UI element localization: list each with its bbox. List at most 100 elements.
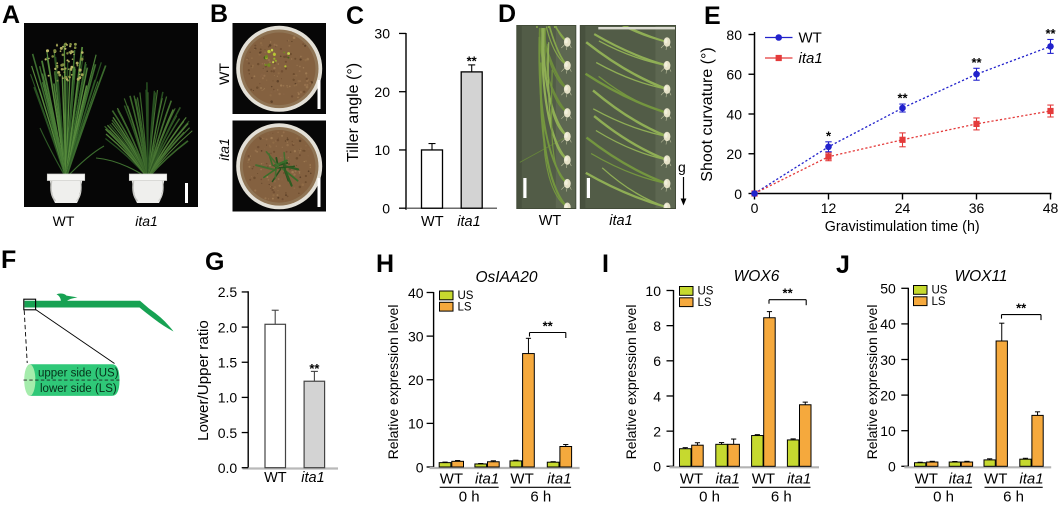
svg-text:20: 20 bbox=[374, 84, 390, 100]
svg-text:**: ** bbox=[309, 361, 320, 376]
svg-text:WOX6: WOX6 bbox=[734, 268, 780, 285]
svg-text:0 h: 0 h bbox=[699, 489, 720, 506]
svg-text:10: 10 bbox=[408, 416, 424, 432]
svg-text:6 h: 6 h bbox=[771, 489, 792, 506]
svg-text:6: 6 bbox=[653, 353, 661, 369]
svg-text:Relative expression level: Relative expression level bbox=[864, 305, 880, 460]
svg-text:30: 30 bbox=[374, 26, 390, 42]
svg-text:**: ** bbox=[783, 286, 794, 301]
svg-text:OsIAA20: OsIAA20 bbox=[475, 269, 537, 286]
svg-text:20: 20 bbox=[726, 146, 742, 162]
svg-text:WT: WT bbox=[915, 471, 938, 488]
svg-text:lower side (LS): lower side (LS) bbox=[40, 383, 117, 395]
svg-text:50: 50 bbox=[880, 281, 896, 297]
svg-text:WT: WT bbox=[216, 63, 232, 85]
svg-text:WT: WT bbox=[799, 30, 822, 47]
svg-text:LS: LS bbox=[458, 301, 472, 313]
svg-text:0: 0 bbox=[653, 459, 661, 475]
svg-text:ita1: ita1 bbox=[799, 50, 823, 67]
svg-text:upper side (US): upper side (US) bbox=[38, 367, 119, 379]
svg-text:WT: WT bbox=[752, 471, 775, 488]
svg-text:1.5: 1.5 bbox=[218, 355, 238, 371]
svg-text:40: 40 bbox=[880, 316, 896, 332]
svg-text:10: 10 bbox=[880, 423, 896, 439]
svg-text:80: 80 bbox=[726, 27, 742, 43]
svg-text:24: 24 bbox=[895, 200, 911, 216]
svg-text:Lower/Upper ratio: Lower/Upper ratio bbox=[195, 320, 212, 441]
svg-text:40: 40 bbox=[726, 106, 742, 122]
svg-text:0 h: 0 h bbox=[933, 489, 954, 506]
svg-text:Relative expression level: Relative expression level bbox=[385, 305, 401, 460]
svg-text:US: US bbox=[698, 286, 714, 298]
svg-text:**: ** bbox=[897, 91, 908, 106]
svg-text:36: 36 bbox=[969, 200, 985, 216]
svg-text:1.0: 1.0 bbox=[218, 390, 238, 406]
svg-text:Gravistimulation time (h): Gravistimulation time (h) bbox=[825, 219, 980, 235]
svg-text:0: 0 bbox=[382, 201, 390, 217]
svg-text:8: 8 bbox=[653, 318, 661, 334]
svg-text:ita1: ita1 bbox=[547, 471, 571, 488]
svg-text:6 h: 6 h bbox=[1003, 489, 1024, 506]
svg-text:F: F bbox=[1, 246, 16, 274]
svg-text:ita1: ita1 bbox=[216, 138, 232, 161]
svg-text:4: 4 bbox=[653, 388, 661, 404]
svg-text:0: 0 bbox=[888, 459, 896, 475]
svg-text:Shoot curvature (°): Shoot curvature (°) bbox=[699, 47, 716, 181]
svg-text:LS: LS bbox=[698, 297, 712, 309]
svg-text:J: J bbox=[836, 251, 850, 279]
svg-text:0: 0 bbox=[416, 459, 424, 475]
svg-text:WT: WT bbox=[539, 213, 562, 229]
svg-text:WT: WT bbox=[53, 213, 75, 229]
svg-text:US: US bbox=[458, 290, 474, 302]
svg-text:WT: WT bbox=[510, 471, 533, 488]
svg-text:ita1: ita1 bbox=[301, 470, 324, 486]
svg-text:12: 12 bbox=[821, 200, 837, 216]
svg-text:ita1: ita1 bbox=[716, 471, 740, 488]
svg-text:H: H bbox=[376, 250, 394, 278]
svg-text:10: 10 bbox=[374, 142, 390, 158]
svg-text:2.5: 2.5 bbox=[218, 284, 238, 300]
svg-text:ita1: ita1 bbox=[1019, 471, 1043, 488]
svg-text:**: ** bbox=[1045, 26, 1056, 41]
svg-text:0: 0 bbox=[734, 186, 742, 202]
svg-text:20: 20 bbox=[880, 387, 896, 403]
svg-text:**: ** bbox=[971, 55, 982, 70]
svg-text:ita1: ita1 bbox=[135, 213, 158, 229]
svg-text:WT: WT bbox=[421, 214, 444, 230]
svg-text:Tiller angle (°): Tiller angle (°) bbox=[345, 63, 362, 162]
svg-text:ita1: ita1 bbox=[475, 471, 499, 488]
svg-text:WT: WT bbox=[440, 471, 463, 488]
svg-text:48: 48 bbox=[1043, 200, 1058, 216]
svg-text:I: I bbox=[602, 250, 609, 278]
svg-text:0 h: 0 h bbox=[459, 489, 480, 506]
svg-text:ita1: ita1 bbox=[609, 213, 632, 229]
svg-text:g: g bbox=[678, 159, 686, 175]
svg-text:0: 0 bbox=[751, 200, 759, 216]
svg-text:40: 40 bbox=[408, 285, 424, 301]
svg-text:60: 60 bbox=[726, 67, 742, 83]
svg-text:0.0: 0.0 bbox=[218, 460, 238, 476]
svg-text:B: B bbox=[210, 0, 228, 28]
svg-text:Relative expression level: Relative expression level bbox=[623, 305, 639, 460]
svg-text:ita1: ita1 bbox=[787, 471, 811, 488]
svg-text:30: 30 bbox=[408, 328, 424, 344]
svg-text:2: 2 bbox=[653, 423, 661, 439]
svg-text:WT: WT bbox=[264, 470, 287, 486]
svg-text:10: 10 bbox=[645, 283, 661, 299]
svg-text:E: E bbox=[704, 2, 721, 30]
svg-text:WOX11: WOX11 bbox=[954, 268, 1007, 285]
svg-text:20: 20 bbox=[408, 372, 424, 388]
svg-text:ita1: ita1 bbox=[949, 471, 973, 488]
svg-text:**: ** bbox=[1016, 301, 1027, 316]
svg-text:WT: WT bbox=[680, 471, 703, 488]
svg-text:**: ** bbox=[543, 319, 554, 334]
svg-text:**: ** bbox=[467, 53, 478, 68]
svg-text:D: D bbox=[498, 0, 516, 28]
svg-text:*: * bbox=[826, 128, 832, 143]
svg-text:A: A bbox=[2, 1, 20, 29]
svg-text:ita1: ita1 bbox=[457, 214, 480, 230]
svg-text:2.0: 2.0 bbox=[218, 319, 238, 335]
svg-text:WT: WT bbox=[984, 471, 1007, 488]
svg-text:0.5: 0.5 bbox=[218, 425, 238, 441]
svg-text:C: C bbox=[346, 2, 364, 30]
